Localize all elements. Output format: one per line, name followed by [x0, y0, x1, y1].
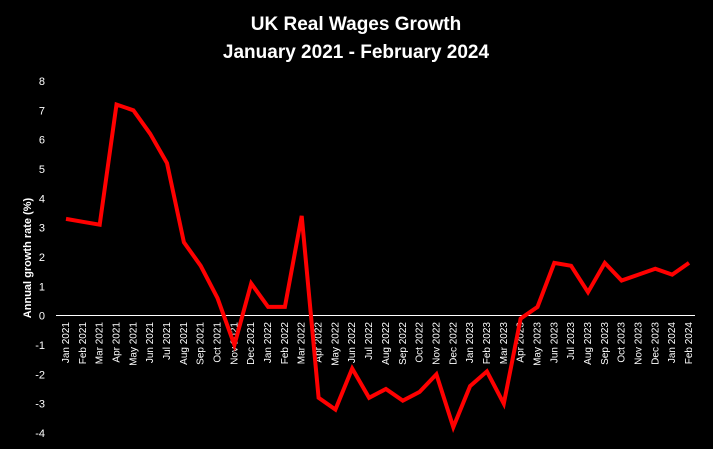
x-tick-label: Oct 2021: [213, 322, 224, 363]
x-tick-label: May 2023: [532, 322, 543, 366]
x-tick-label: Oct 2023: [617, 322, 628, 363]
x-tick-label: Nov 2022: [431, 322, 442, 365]
chart-subtitle: January 2021 - February 2024: [223, 42, 490, 63]
y-tick-label: 8: [39, 76, 45, 88]
x-tick-label: Feb 2023: [482, 322, 493, 365]
x-tick-label: Apr 2023: [516, 322, 527, 363]
y-tick-label: -2: [35, 369, 45, 381]
x-tick-label: Aug 2021: [179, 322, 190, 365]
x-tick-label: Aug 2023: [583, 322, 594, 365]
x-tick-label: Dec 2021: [246, 322, 257, 365]
x-tick-label: Sep 2021: [196, 322, 207, 365]
x-tick-label: Apr 2022: [314, 322, 325, 363]
x-tick-label: Apr 2021: [112, 322, 123, 363]
x-tick-label: Jan 2023: [465, 322, 476, 364]
chart-title: UK Real Wages Growth: [251, 14, 461, 35]
x-tick-label: Jul 2021: [162, 322, 173, 360]
y-tick-label: 4: [39, 193, 45, 205]
x-tick-label: Feb 2021: [78, 322, 89, 365]
y-tick-label: -4: [35, 428, 45, 440]
y-tick-label: 1: [39, 281, 45, 293]
x-tick-label: May 2021: [128, 322, 139, 366]
y-tick-label: 6: [39, 135, 45, 147]
x-tick-label: Jan 2024: [667, 322, 678, 364]
x-tick-label: Mar 2023: [499, 322, 510, 365]
x-tick-label: Mar 2022: [297, 322, 308, 365]
y-tick-label: 5: [39, 164, 45, 176]
x-tick-label: Sep 2022: [398, 322, 409, 365]
x-tick-label: Feb 2022: [280, 322, 291, 365]
x-tick-label: Sep 2023: [600, 322, 611, 365]
x-tick-label: Dec 2022: [448, 322, 459, 365]
x-tick-label: Jun 2022: [347, 322, 358, 364]
y-tick-label: -3: [35, 399, 45, 411]
y-tick-label: 0: [39, 311, 45, 323]
y-tick-label: 7: [39, 105, 45, 117]
x-tick-label: Jun 2021: [145, 322, 156, 364]
x-axis-ticks: Jan 2021 Feb 2021 Mar 2021 Apr 2021 May 2021…: [61, 322, 695, 366]
x-tick-label: Feb 2024: [684, 322, 695, 365]
x-tick-label: Jan 2022: [263, 322, 274, 364]
x-tick-label: Jul 2023: [566, 322, 577, 360]
series-line: [65, 101, 691, 433]
y-axis-label: Annual growth rate (%): [22, 197, 34, 318]
y-tick-label: -1: [35, 340, 45, 352]
x-tick-label: Jul 2022: [364, 322, 375, 360]
x-tick-label: Jan 2021: [61, 322, 72, 364]
x-tick-label: Jun 2023: [549, 322, 560, 364]
x-tick-label: Mar 2021: [95, 322, 106, 365]
y-tick-label: 3: [39, 223, 45, 235]
x-tick-label: Dec 2023: [650, 322, 661, 365]
x-tick-label: May 2022: [330, 322, 341, 366]
y-axis-ticks: -4 -3 -2 -1 0 1 2 3 4 5 6 7 8: [35, 76, 45, 440]
x-tick-label: Oct 2022: [415, 322, 426, 363]
x-tick-label: Nov 2023: [633, 322, 644, 365]
x-tick-label: Aug 2022: [381, 322, 392, 365]
y-tick-label: 2: [39, 252, 45, 264]
